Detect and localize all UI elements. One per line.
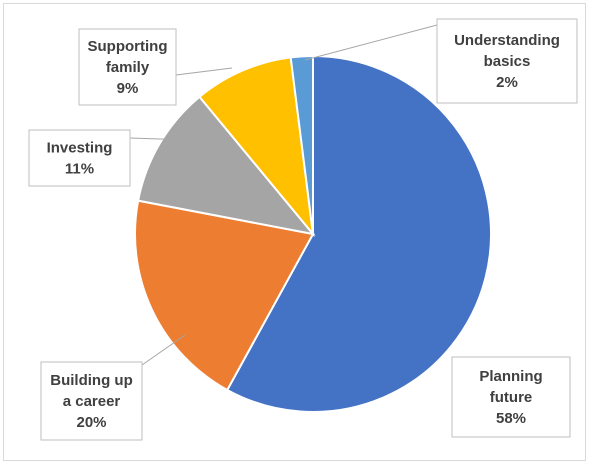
data-label-planning-future: Planning future 58%: [451, 356, 571, 438]
data-label-supporting-family: Supporting family 9%: [78, 28, 177, 106]
data-label-box: [436, 18, 578, 104]
data-labels: Planning future 58% Building up a career 20% I…: [28, 18, 578, 441]
data-label-box: [40, 361, 143, 441]
data-label-line: a career: [63, 393, 121, 410]
data-label-line: Investing: [47, 140, 113, 157]
data-label-box: [78, 28, 177, 106]
pie-slice-investing: [136, 95, 316, 236]
data-label-line: basics: [484, 53, 531, 70]
leader-line-building-up-a-career: [141, 334, 186, 366]
data-label-line: Supporting: [88, 38, 168, 55]
data-label-line: 20%: [76, 414, 106, 431]
data-label-line: 2%: [496, 74, 518, 91]
pie-slice-understanding-basics: [289, 54, 314, 235]
data-label-box: [28, 129, 131, 187]
data-label-line: 9%: [117, 80, 139, 97]
data-label-line: Building up: [50, 372, 132, 389]
leader-line-understanding-basics: [304, 24, 438, 61]
leader-line-supporting-family: [175, 67, 233, 76]
pie-slice-planning-future: [225, 54, 492, 413]
data-label-line: family: [106, 59, 150, 76]
leader-line-investing: [129, 137, 191, 141]
pie-slices: [134, 54, 492, 413]
data-label-line: future: [490, 389, 533, 406]
data-label-investing: Investing 11%: [28, 129, 131, 187]
data-label-box: [451, 356, 571, 438]
leader-lines: [129, 24, 438, 366]
data-label-line: 11%: [65, 161, 94, 178]
pie-slice-supporting-family: [198, 56, 315, 238]
data-label-line: 58%: [496, 410, 526, 427]
data-label-understanding-basics: Understanding basics 2%: [436, 18, 578, 104]
pie-slice-building-up-a-career: [134, 199, 315, 392]
data-label-building-up-a-career: Building up a career 20%: [40, 361, 143, 441]
data-label-line: Understanding: [454, 32, 560, 49]
data-label-line: Planning: [479, 368, 542, 385]
